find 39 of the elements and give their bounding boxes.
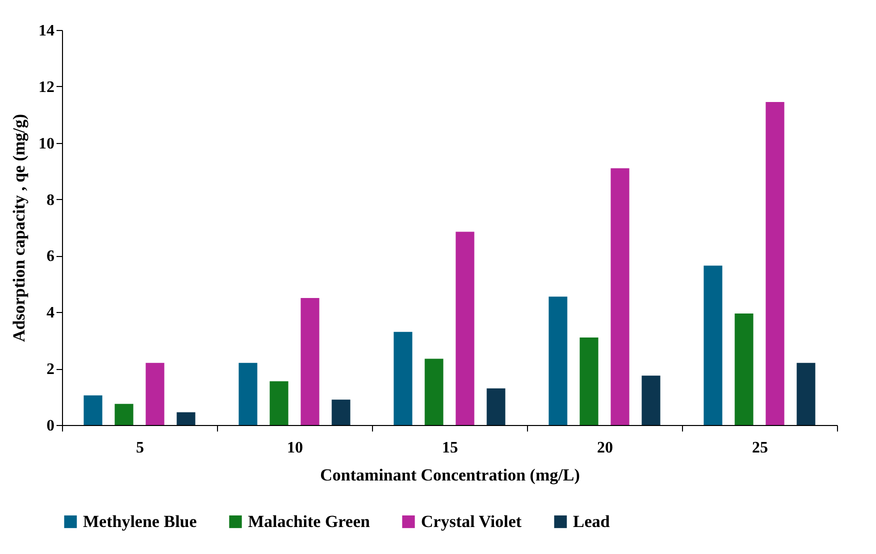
bar (424, 358, 444, 425)
bar (642, 376, 660, 425)
bar (456, 232, 474, 425)
bar (146, 362, 164, 425)
legend-label: Lead (573, 512, 610, 531)
legend-label: Methylene Blue (83, 512, 198, 531)
bar (486, 388, 506, 425)
y-tick-label: 0 (46, 418, 54, 434)
x-tick-label: 15 (442, 440, 458, 456)
bar (610, 168, 630, 425)
x-tick-label: 5 (136, 440, 144, 456)
x-axis-title: Contaminant Concentration (mg/L) (320, 466, 580, 484)
bar (796, 362, 816, 425)
bar (176, 412, 196, 425)
bar (766, 102, 784, 425)
bar (84, 395, 102, 425)
bar (332, 400, 350, 425)
bar (704, 266, 722, 425)
bar (734, 314, 754, 425)
y-tick-label: 12 (38, 78, 54, 96)
bar (238, 362, 258, 425)
y-tick-label: 2 (46, 361, 54, 378)
x-tick-label: 10 (287, 440, 303, 456)
bar (548, 296, 568, 425)
bar (114, 404, 134, 425)
y-tick-label: 14 (38, 22, 54, 40)
y-tick-label: 4 (46, 304, 54, 322)
y-tick-label: 8 (46, 192, 54, 209)
y-axis-title: Adsorption capacity , qe (mg/g) (10, 114, 28, 342)
y-tick-label: 6 (46, 248, 54, 266)
legend-label: Crystal Violet (421, 512, 522, 531)
bar (394, 332, 412, 425)
y-tick-label: 10 (38, 135, 54, 152)
bar (580, 338, 598, 425)
bar (300, 298, 320, 425)
legend-label: Malachite Green (248, 512, 370, 531)
x-tick-label: 25 (752, 440, 768, 456)
x-tick-label: 20 (597, 440, 613, 456)
bar (270, 381, 288, 425)
